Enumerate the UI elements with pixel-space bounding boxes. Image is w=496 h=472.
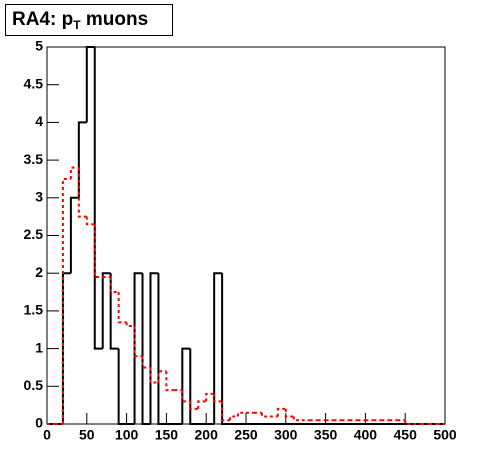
x-tick-label: 0 bbox=[43, 427, 51, 443]
x-tick-label: 500 bbox=[433, 427, 457, 443]
x-tick-label: 50 bbox=[79, 427, 95, 443]
histogram-bin bbox=[77, 121, 87, 198]
histogram-bin bbox=[165, 371, 175, 392]
histogram-bin bbox=[292, 416, 302, 422]
title-rest: muons bbox=[81, 9, 149, 30]
x-tick-label: 200 bbox=[195, 427, 219, 443]
chart-title: RA4: pT muons bbox=[12, 9, 148, 32]
histogram-bin bbox=[189, 348, 199, 425]
y-tick-label: 2 bbox=[35, 264, 43, 280]
x-tick-label: 100 bbox=[115, 427, 139, 443]
histogram-bin bbox=[276, 407, 286, 417]
histogram-bin bbox=[260, 412, 270, 418]
histogram-bin bbox=[189, 401, 199, 410]
histogram-bin bbox=[237, 411, 246, 417]
title-main: RA4: p bbox=[12, 9, 73, 30]
histogram-bin bbox=[157, 273, 167, 425]
histogram-bin bbox=[109, 273, 119, 350]
histogram-bin bbox=[117, 292, 127, 324]
histogram-bin bbox=[149, 367, 159, 384]
histogram-bin bbox=[133, 272, 143, 424]
x-tick-label: 150 bbox=[155, 427, 179, 443]
x-tick-label: 400 bbox=[354, 427, 378, 443]
histogram-bin bbox=[101, 272, 111, 349]
histogram-bin bbox=[197, 400, 207, 409]
x-tick-label: 350 bbox=[314, 427, 338, 443]
y-tick-label: 0.5 bbox=[24, 377, 44, 393]
y-tick-label: 3 bbox=[35, 189, 43, 205]
title-subscript: T bbox=[73, 18, 81, 32]
histogram-bin bbox=[141, 273, 151, 425]
histogram-bin bbox=[77, 167, 87, 218]
histogram-bin bbox=[93, 47, 103, 350]
histogram-bin bbox=[229, 415, 239, 421]
x-tick-label: 450 bbox=[394, 427, 418, 443]
histogram-bin bbox=[213, 393, 223, 403]
histogram-bin bbox=[117, 348, 127, 425]
histogram-bin bbox=[213, 272, 223, 424]
histogram-bin bbox=[221, 273, 231, 425]
histogram-bin bbox=[125, 322, 135, 327]
y-tick-label: 5 bbox=[35, 38, 43, 54]
title-box bbox=[5, 4, 173, 36]
y-tick-label: 1.5 bbox=[24, 302, 44, 318]
y-tick-label: 3.5 bbox=[24, 151, 44, 167]
y-tick-label: 0 bbox=[35, 415, 43, 431]
y-tick-label: 1 bbox=[35, 339, 43, 355]
y-tick-label: 4.5 bbox=[24, 75, 44, 91]
histogram-bin bbox=[85, 46, 95, 123]
histogram-bin bbox=[109, 276, 119, 294]
histogram-bin bbox=[221, 401, 231, 422]
histogram-bin bbox=[69, 196, 79, 274]
histogram-bin bbox=[404, 420, 414, 425]
x-tick-label: 250 bbox=[234, 427, 258, 443]
histogram-bin bbox=[205, 392, 215, 402]
y-tick-label: 2.5 bbox=[24, 226, 44, 242]
histogram-bin bbox=[133, 325, 143, 358]
histogram-bin bbox=[284, 408, 294, 418]
y-tick-label: 4 bbox=[35, 113, 43, 129]
x-tick-label: 300 bbox=[274, 427, 298, 443]
histogram-bin bbox=[85, 216, 95, 226]
